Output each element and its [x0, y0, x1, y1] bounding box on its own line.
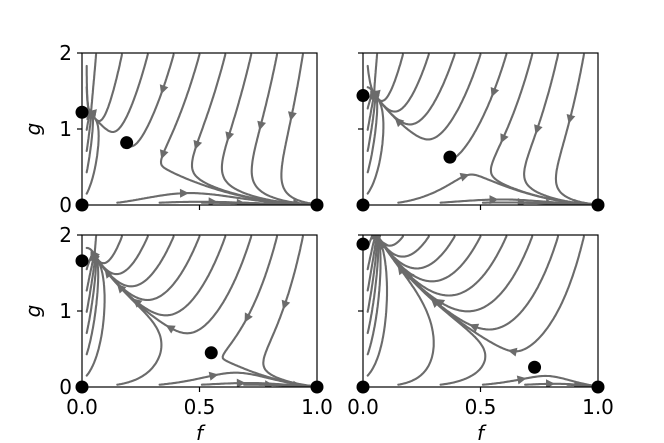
- streamline: [93, 253, 163, 386]
- stream-arrow: [574, 198, 584, 205]
- stream-arrow: [370, 90, 380, 100]
- stream-arrow: [574, 380, 584, 387]
- y-tick-label: 1: [59, 299, 72, 323]
- x-tick-label: 0.0: [347, 395, 379, 419]
- axes-frame: [362, 234, 599, 388]
- streamline: [481, 374, 598, 387]
- streamline: [375, 235, 487, 386]
- y-axis-label: g: [21, 305, 45, 318]
- stream-arrow: [500, 133, 509, 144]
- streamline: [159, 53, 317, 205]
- streamline: [375, 235, 560, 331]
- x-tick-label: 0.5: [184, 395, 216, 419]
- stream-arrow: [534, 124, 543, 135]
- stream-arrow: [469, 323, 480, 332]
- x-tick-label: 0.5: [465, 395, 497, 419]
- streamline: [90, 53, 98, 116]
- streamline: [489, 53, 598, 205]
- fixed-point: [443, 150, 457, 164]
- stream-arrow: [566, 114, 576, 124]
- streamline: [190, 53, 317, 205]
- streamlines: [366, 53, 598, 205]
- stream-arrow: [546, 379, 555, 387]
- stream-arrow: [293, 380, 303, 387]
- stream-arrow: [490, 87, 500, 98]
- y-tick-label: 0: [59, 375, 72, 399]
- stream-arrow: [116, 283, 127, 294]
- y-tick-label: 2: [59, 223, 72, 247]
- streamline: [93, 235, 201, 302]
- stream-arrow: [516, 375, 527, 385]
- streamline: [262, 235, 317, 387]
- stream-arrow: [293, 199, 303, 205]
- streamline: [375, 235, 508, 297]
- streamline: [221, 235, 317, 387]
- streamline: [124, 53, 175, 148]
- streamline: [93, 235, 123, 265]
- y-tick-label: 2: [59, 41, 72, 65]
- streamline: [366, 235, 389, 377]
- x-tick-label: 0.0: [66, 395, 98, 419]
- streamline: [375, 235, 435, 386]
- panel-top-left: 0 1 2 g: [21, 41, 324, 217]
- stream-arrow: [257, 120, 266, 131]
- streamline: [373, 53, 482, 141]
- streamlines: [366, 235, 598, 387]
- streamline: [93, 235, 149, 276]
- stream-arrow: [507, 347, 518, 357]
- panel-top-right: [356, 52, 605, 212]
- fixed-point: [356, 237, 370, 251]
- fixed-point: [75, 105, 89, 119]
- streamline: [93, 235, 227, 317]
- streamline: [373, 53, 379, 97]
- streamline: [554, 53, 598, 205]
- panel-bottom-right: 0.0 0.5 1.0 f: [347, 234, 614, 443]
- streamline: [250, 53, 317, 205]
- streamline: [452, 53, 508, 160]
- x-tick-label: 1.0: [301, 395, 333, 419]
- streamline: [375, 235, 482, 283]
- stream-arrow: [244, 312, 253, 323]
- stream-arrow: [545, 198, 555, 205]
- y-tick-label: 1: [59, 117, 72, 141]
- stream-arrow: [236, 378, 246, 387]
- stream-arrow: [394, 117, 405, 128]
- x-axis-label: f: [477, 421, 487, 443]
- stream-arrow: [208, 371, 219, 381]
- x-axis-label: f: [196, 421, 206, 443]
- stream-arrow: [459, 172, 470, 182]
- stream-arrow: [430, 298, 441, 308]
- streamline: [280, 53, 317, 205]
- stream-arrow: [86, 111, 96, 120]
- axes-frame: [362, 52, 599, 206]
- stream-arrow: [225, 131, 235, 142]
- stream-arrow: [159, 84, 169, 95]
- streamlines: [85, 235, 317, 387]
- streamline: [375, 235, 456, 270]
- fixed-point: [75, 254, 89, 268]
- stream-arrow: [193, 139, 203, 150]
- stream-arrow: [288, 111, 297, 121]
- fixed-point: [120, 136, 134, 150]
- streamline: [220, 53, 317, 205]
- x-tick-label: 1.0: [582, 395, 614, 419]
- stream-arrow: [179, 188, 189, 198]
- fixed-point: [204, 346, 218, 360]
- stream-arrow: [165, 325, 176, 334]
- streamline: [366, 235, 380, 335]
- panel-bottom-left: 0.0 0.5 1.0 0 1 2 f g: [21, 223, 333, 443]
- streamline: [375, 235, 585, 353]
- stream-arrow: [264, 199, 274, 205]
- stream-arrow: [159, 149, 169, 160]
- y-axis-label: g: [21, 123, 45, 136]
- y-tick-label: 0: [59, 193, 72, 217]
- fixed-point: [528, 360, 542, 374]
- fixed-point: [356, 89, 370, 103]
- stream-arrow: [264, 380, 274, 387]
- stream-arrow: [281, 299, 291, 310]
- streamlines: [85, 53, 317, 205]
